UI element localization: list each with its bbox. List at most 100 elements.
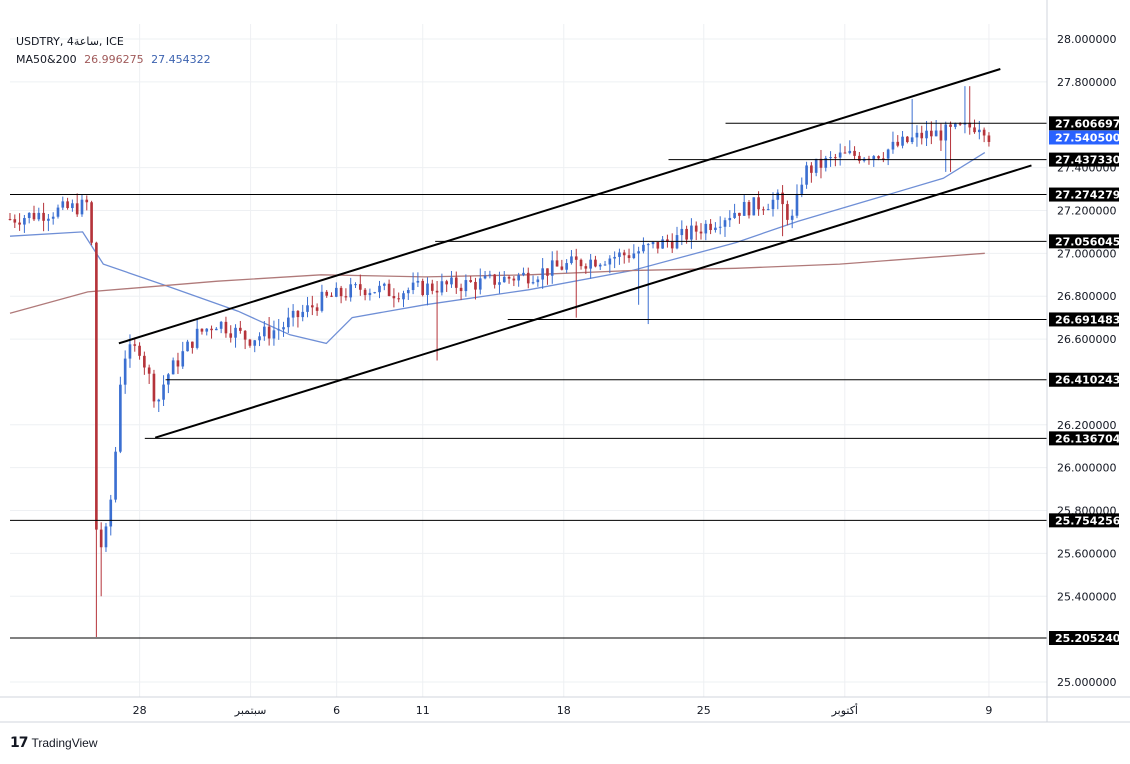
candle-body (714, 227, 717, 231)
candle-body (498, 282, 501, 285)
candle-body (747, 202, 751, 216)
candle-body (502, 276, 506, 283)
x-tick-label: 25 (697, 704, 711, 717)
symbol-title: USDTRY, 4ساعة, ICE (16, 35, 124, 48)
candle-body (104, 526, 108, 548)
candle-body (987, 135, 991, 142)
y-tick-label: 27.000000 (1057, 247, 1117, 260)
candle-body (781, 192, 784, 205)
candle-body (906, 136, 909, 143)
candle-body (733, 212, 736, 218)
candle-body (138, 345, 141, 356)
candle-body (944, 124, 948, 141)
candle-body (37, 212, 41, 220)
candle-body (598, 264, 602, 267)
candle-body (368, 292, 372, 296)
price-tag-label: 25.205240 (1055, 632, 1121, 645)
candle-body (219, 321, 223, 329)
candle-body (301, 311, 305, 318)
candle-body (263, 326, 266, 337)
candle-body (925, 130, 928, 139)
candle-body (680, 228, 684, 236)
candle-body (334, 287, 338, 297)
candle-body (982, 129, 986, 136)
candle-body (287, 317, 290, 328)
candle-body (315, 307, 319, 311)
candle-body (637, 251, 640, 254)
candle-body (618, 252, 621, 257)
candle-body (666, 239, 669, 242)
candle-body (426, 283, 429, 296)
price-tag-label: 27.437330 (1055, 154, 1121, 167)
price-tag-bg (1049, 312, 1119, 327)
candle-body (723, 220, 727, 227)
candle-body (186, 341, 189, 352)
candle-body (958, 123, 962, 125)
candle-body (584, 266, 588, 269)
candle-body (171, 360, 175, 375)
candle-body (373, 292, 377, 294)
candle-body (75, 203, 79, 215)
candle-body (901, 136, 904, 146)
candle-body (819, 158, 823, 168)
candle-body (224, 321, 228, 334)
price-tag-label: 26.691483 (1055, 313, 1120, 326)
y-tick-label: 25.000000 (1057, 676, 1117, 689)
price-tag-bg (1049, 631, 1119, 646)
candle-body (766, 209, 770, 211)
candle-body (267, 326, 271, 339)
candle-body (493, 274, 496, 285)
candle-body (699, 231, 703, 234)
candle-body (469, 280, 472, 282)
candle-body (109, 499, 113, 527)
candle-body (762, 209, 765, 211)
candle-body (387, 283, 391, 297)
candle-body (517, 275, 520, 281)
candle-body (162, 384, 165, 400)
candle-body (786, 204, 789, 220)
candle-body (18, 222, 21, 225)
candle-body (915, 132, 919, 138)
candle-body (291, 310, 295, 318)
x-tick-label: 6 (333, 704, 340, 717)
grid-lines (10, 24, 1047, 697)
candle-body (810, 165, 813, 173)
candle-body (752, 197, 756, 216)
y-tick-label: 26.800000 (1057, 290, 1117, 303)
candle-body (483, 275, 487, 279)
candle-body (978, 129, 981, 133)
x-tick-label: 18 (557, 704, 571, 717)
candle-body (71, 203, 74, 209)
y-tick-label: 25.400000 (1057, 590, 1117, 603)
ma50-value: 26.996275 (84, 53, 144, 66)
candle-body (464, 280, 468, 292)
candle-body (930, 130, 933, 137)
candle-body (685, 228, 688, 240)
y-tick-label: 26.200000 (1057, 419, 1117, 432)
candle-body (32, 212, 36, 220)
candle-body (23, 218, 26, 225)
candle-body (973, 127, 976, 133)
candle-body (642, 244, 645, 252)
y-tick-label: 27.200000 (1057, 204, 1117, 217)
candle-body (258, 336, 261, 341)
candle-body (555, 260, 559, 267)
candle-body (622, 252, 626, 256)
candle-body (560, 266, 564, 270)
candle-body (133, 344, 137, 346)
candle-body (66, 201, 69, 209)
candle-body (526, 272, 530, 284)
tradingview-brand[interactable]: 𝟭𝟳 TradingView (10, 734, 98, 751)
candle-body (838, 152, 842, 158)
candle-body (282, 327, 285, 330)
x-tick-label: 28 (133, 704, 147, 717)
candle-body (670, 241, 674, 249)
candle-body (344, 296, 348, 298)
x-tick-label: 9 (985, 704, 992, 717)
candle-body (872, 156, 876, 160)
candle-body (450, 277, 453, 285)
y-tick-label: 25.600000 (1057, 547, 1117, 560)
candle-body (416, 280, 420, 283)
candle-body (440, 281, 444, 293)
candle-body (594, 259, 597, 267)
